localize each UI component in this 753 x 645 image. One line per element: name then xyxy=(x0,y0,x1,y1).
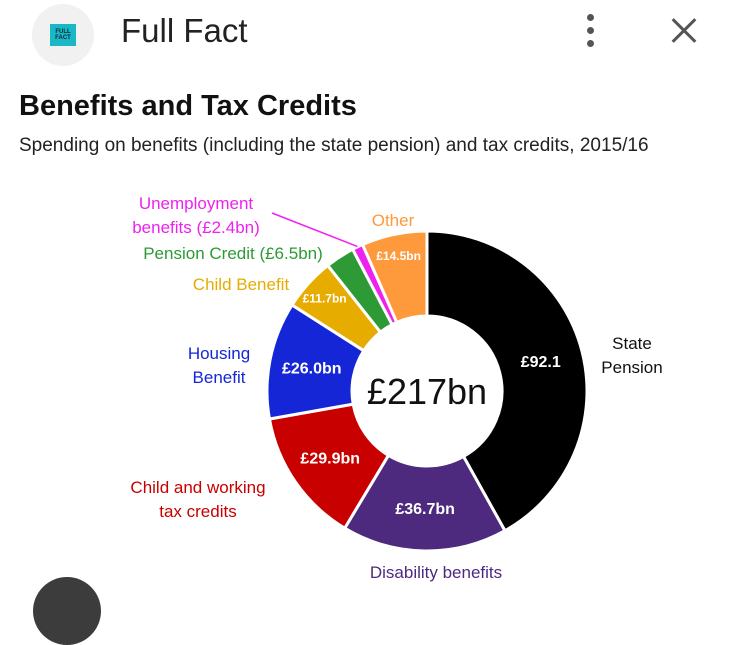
value-label-disability-benefits: £36.7bn xyxy=(395,501,455,518)
chart-subtitle: Spending on benefits (including the stat… xyxy=(19,135,649,156)
app-title: Full Fact xyxy=(121,12,248,49)
value-label-other: £14.5bn xyxy=(376,249,421,263)
slice-disability-benefits xyxy=(342,453,507,553)
value-label-state-pension: £92.1 xyxy=(521,354,561,371)
category-label-other: Other xyxy=(372,211,415,230)
category-label-pension-credit: Pension Credit (£6.5bn) xyxy=(143,244,323,263)
more-vert-icon[interactable] xyxy=(576,12,606,50)
logo-badge: FULL FACT xyxy=(50,24,76,46)
full-fact-logo-icon: FULL FACT xyxy=(32,4,94,66)
category-label-disability-benefits: Disability benefits xyxy=(370,563,502,582)
logo-text-line2: FACT xyxy=(55,35,71,41)
category-label-child-benefit: Child Benefit xyxy=(193,275,290,294)
logo-text-line1: FULL xyxy=(55,29,71,35)
category-label-state-pension: State Pension xyxy=(601,334,662,377)
chart-title: Benefits and Tax Credits xyxy=(19,90,357,122)
total-label: £217bn xyxy=(367,371,487,412)
donut-chart: £92.1 £36.7bn £29.9bn £26.0bn £11.7bn £14.5bn… xyxy=(130,194,662,582)
slice-other xyxy=(360,229,429,325)
floating-action-button[interactable] xyxy=(33,577,101,645)
category-label-housing-benefit: Housing Benefit xyxy=(188,344,250,387)
category-label-unemployment-benefits: Unemployment benefits (£2.4bn) xyxy=(132,194,260,237)
slice-state-pension xyxy=(425,229,589,533)
category-label-child-and-working-tax-credits: Child and working tax credits xyxy=(130,478,265,521)
value-label-housing-benefit: £26.0bn xyxy=(282,361,342,378)
leader-line-unemployment xyxy=(271,212,358,248)
value-label-child-and-working-tax-credits: £29.9bn xyxy=(300,450,360,467)
value-label-child-benefit: £11.7bn xyxy=(303,292,347,306)
app-bar: FULL FACT Full Fact xyxy=(0,0,753,66)
